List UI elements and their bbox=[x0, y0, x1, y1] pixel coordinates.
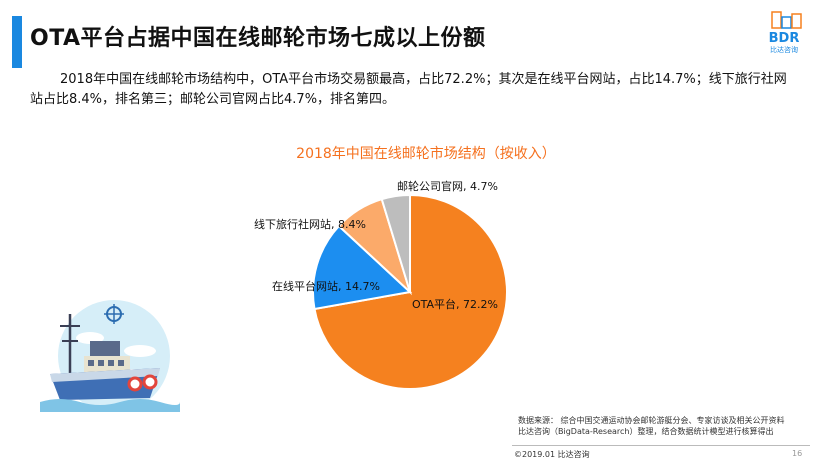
pie-label-3: 线下旅行社网站, 8.4% bbox=[254, 217, 366, 231]
logo-text: BDR bbox=[769, 31, 800, 46]
source-line-2: 比达咨询（BigData-Research）整理，结合数据统计模型进行核算得出 bbox=[518, 427, 774, 436]
pie-label-2: 在线平台网站, 14.7% bbox=[272, 279, 380, 293]
source-line-1: 数据来源： 综合中国交通运动协会邮轮游艇分会、专家访谈及相关公开资料 bbox=[518, 416, 785, 425]
page-number: 16 bbox=[792, 449, 803, 458]
data-source-note: 数据来源： 综合中国交通运动协会邮轮游艇分会、专家访谈及相关公开资料 比达咨询（… bbox=[518, 415, 808, 437]
chart-title: 2018年中国在线邮轮市场结构（按收入） bbox=[296, 146, 556, 162]
title-accent-bar bbox=[12, 16, 22, 68]
page-title: OTA平台占据中国在线邮轮市场七成以上份额 bbox=[30, 26, 486, 51]
footer-divider bbox=[512, 445, 810, 446]
pie-label-1: OTA平台, 72.2% bbox=[412, 297, 498, 311]
pie-slice-4 bbox=[380, 193, 411, 293]
bdr-logo: BDR 比达咨询 bbox=[769, 11, 802, 54]
intro-paragraph: 2018年中国在线邮轮市场结构中，OTA平台市场交易额最高，占比72.2%；其次… bbox=[30, 72, 787, 107]
footer-copyright: ©2019.01 比达咨询 bbox=[514, 450, 590, 459]
pie-label-4: 邮轮公司官网, 4.7% bbox=[397, 179, 498, 193]
cruise-ship-illustration bbox=[40, 300, 180, 412]
pie-slice-2 bbox=[312, 224, 413, 311]
logo-subtext: 比达咨询 bbox=[770, 45, 798, 54]
